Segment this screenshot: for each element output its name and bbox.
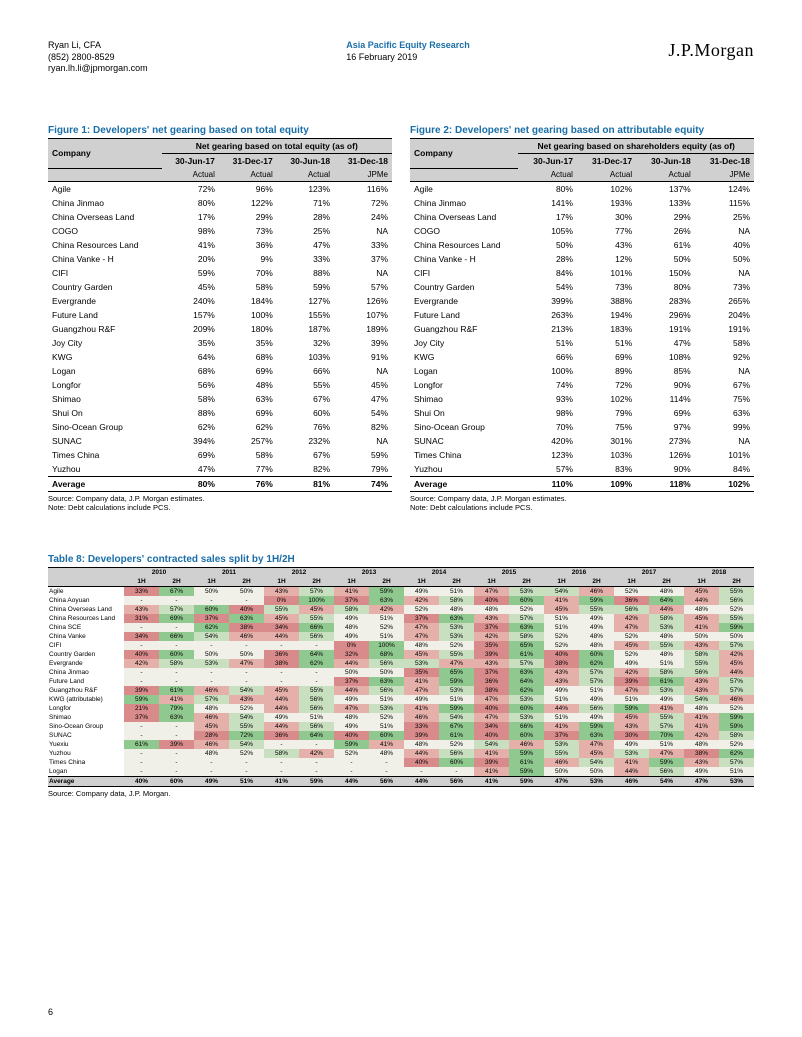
page-number: 6 xyxy=(48,1007,53,1017)
fig2-title: Figure 2: Developers' net gearing based … xyxy=(410,125,754,136)
figure-2: Figure 2: Developers' net gearing based … xyxy=(410,125,754,512)
table8-title: Table 8: Developers' contracted sales sp… xyxy=(48,554,754,565)
fig1-source: Source: Company data, J.P. Morgan estima… xyxy=(48,494,392,512)
figures-row: Figure 1: Developers' net gearing based … xyxy=(48,125,754,512)
fig1-table: CompanyNet gearing based on total equity… xyxy=(48,138,392,492)
analyst-email: ryan.lh.li@jpmorgan.com xyxy=(48,63,148,75)
analyst-name: Ryan Li, CFA xyxy=(48,40,148,52)
report-date: 16 February 2019 xyxy=(346,52,470,64)
page-header: Ryan Li, CFA (852) 2800-8529 ryan.lh.li@… xyxy=(48,40,754,75)
dept-block: Asia Pacific Equity Research 16 February… xyxy=(346,40,470,63)
analyst-phone: (852) 2800-8529 xyxy=(48,52,148,64)
jpmorgan-logo: J.P.Morgan xyxy=(668,40,754,61)
dept-title: Asia Pacific Equity Research xyxy=(346,40,470,52)
analyst-block: Ryan Li, CFA (852) 2800-8529 ryan.lh.li@… xyxy=(48,40,148,75)
fig1-title: Figure 1: Developers' net gearing based … xyxy=(48,125,392,136)
fig2-table: CompanyNet gearing based on shareholders… xyxy=(410,138,754,492)
table8-source: Source: Company data, J.P. Morgan. xyxy=(48,789,754,798)
fig2-source: Source: Company data, J.P. Morgan estima… xyxy=(410,494,754,512)
table8: 2010201120122013201420152016201720181H2H… xyxy=(48,567,754,787)
figure-1: Figure 1: Developers' net gearing based … xyxy=(48,125,392,512)
